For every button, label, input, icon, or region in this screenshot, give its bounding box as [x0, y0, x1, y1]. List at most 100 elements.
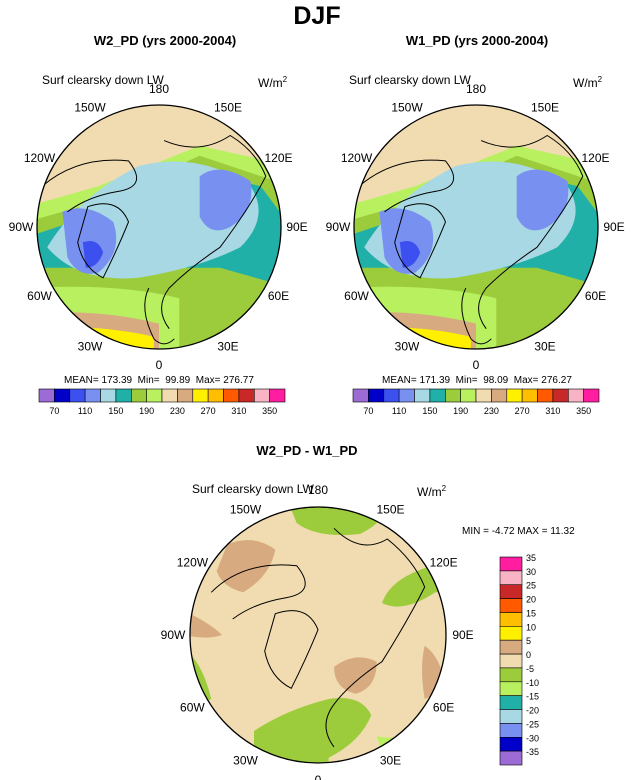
- lon-label-90E: 90E: [603, 220, 624, 234]
- colorbar-tick-label: 15: [526, 609, 536, 619]
- diff-green-top: [286, 507, 385, 536]
- lon-label-60W: 60W: [27, 289, 52, 303]
- diff-tan-farwest: [190, 613, 222, 638]
- colorbar-box: [352, 388, 369, 403]
- colorbar-box: [583, 388, 600, 403]
- lon-label-90W: 90W: [9, 220, 34, 234]
- colorbar-box: [499, 736, 523, 752]
- colorbar-box: [69, 388, 86, 403]
- main-title: DJF: [293, 2, 341, 30]
- lon-label-30E: 30E: [534, 340, 555, 354]
- colorbar-box: [499, 653, 523, 669]
- panel2-map: 180 150E 120E 90E 60E 30E 0 30W 60W 90W 120W 150W 70…: [326, 82, 625, 416]
- lon-label-150W: 150W: [74, 101, 106, 115]
- lon-label-180: 180: [308, 483, 328, 497]
- colorbar-tick-label: 230: [484, 406, 499, 416]
- colorbar-box: [269, 388, 286, 403]
- lon-label-60E: 60E: [433, 701, 454, 715]
- lon-label-90W: 90W: [161, 628, 186, 642]
- lon-label-30W: 30W: [395, 340, 420, 354]
- colorbar-tick-label: 150: [108, 406, 123, 416]
- lon-label-0: 0: [156, 358, 163, 372]
- diff-tan-west: [216, 540, 276, 593]
- lon-label-120W: 120W: [341, 151, 373, 165]
- panel1-map: 180 150E 120E 90E 60E 30E 0 30W 60W 90W 120W 150W 70…: [9, 82, 308, 416]
- coastline-eurasia: [325, 527, 426, 748]
- colorbar-box: [499, 598, 523, 613]
- colorbar-box: [568, 388, 585, 403]
- panel3-stats: MIN = -4.72 MAX = 11.32: [462, 526, 575, 537]
- panel3-units: W/m2: [417, 484, 447, 499]
- colorbar-tick-label: -20: [526, 706, 539, 716]
- panel3-variable: Surf clearsky down LW: [192, 482, 314, 496]
- lon-label-30W: 30W: [233, 754, 258, 768]
- coastline-scandinavia: [461, 287, 492, 345]
- colorbar-tick-label: 5: [526, 636, 531, 646]
- colorbar-tick-label: 25: [526, 581, 536, 591]
- colorbar-tick-label: 110: [78, 406, 92, 416]
- colorbar-box: [192, 388, 209, 403]
- colorbar-box: [177, 388, 194, 403]
- coastline-canada: [210, 564, 306, 620]
- colorbar-tick-label: 0: [526, 650, 531, 660]
- panel3-map: 180 150E 120E 90E 60E 30E 0 30W 60W 90W 120W 150W -3…: [161, 483, 539, 780]
- colorbar-box: [499, 626, 523, 641]
- colorbar-box: [207, 388, 224, 403]
- colorbar-box: [398, 388, 415, 403]
- coastline-greenland: [394, 203, 447, 279]
- colorbar-box: [84, 388, 101, 403]
- lon-label-60W: 60W: [180, 701, 205, 715]
- lon-label-120W: 120W: [24, 151, 56, 165]
- colorbar-tick-label: -25: [526, 719, 539, 729]
- lon-label-150E: 150E: [376, 502, 404, 516]
- region-darkblue-greenland: [399, 241, 421, 268]
- colorbar-tick-label: 270: [201, 406, 216, 416]
- lon-label-60W: 60W: [344, 289, 369, 303]
- colorbar-box: [161, 388, 178, 403]
- lon-label-90E: 90E: [286, 220, 307, 234]
- lon-label-150W: 150W: [391, 101, 423, 115]
- colorbar-box: [506, 388, 523, 403]
- coastline-greenland: [77, 203, 130, 279]
- panel2-title: W1_PD (yrs 2000-2004): [405, 33, 549, 48]
- lon-label-0: 0: [315, 773, 322, 780]
- colorbar-box: [223, 388, 240, 403]
- colorbar-box: [499, 612, 523, 627]
- colorbar-tick-label: 310: [545, 406, 560, 416]
- colorbar-tick-label: -30: [526, 733, 539, 743]
- lon-label-150E: 150E: [214, 101, 242, 115]
- panel1-stats: MEAN= 173.39 Min= 99.89 Max= 276.77: [64, 375, 254, 386]
- colorbar-tick-label: 35: [526, 553, 536, 563]
- colorbar-box: [54, 388, 71, 403]
- colorbar-tick-label: 10: [526, 622, 536, 632]
- colorbar-box: [499, 639, 523, 655]
- lon-label-120E: 120E: [430, 556, 458, 570]
- colorbar-tick-label: 270: [515, 406, 530, 416]
- diff-field: [190, 507, 446, 763]
- panel2-units: W/m2: [573, 75, 603, 90]
- colorbar-tick-label: 70: [363, 406, 373, 416]
- colorbar-box: [100, 388, 117, 403]
- colorbar-box: [146, 388, 163, 403]
- panel1-variable: Surf clearsky down LW: [42, 73, 164, 87]
- colorbar-tick-label: 190: [453, 406, 468, 416]
- panel2-variable: Surf clearsky down LW: [349, 73, 471, 87]
- lon-label-120W: 120W: [177, 556, 209, 570]
- colorbar-box: [414, 388, 431, 403]
- panel1-title: W2_PD (yrs 2000-2004): [93, 33, 237, 48]
- colorbar-box: [115, 388, 132, 403]
- colorbar-tick-label: 230: [170, 406, 185, 416]
- colorbar-tick-label: -35: [526, 747, 539, 757]
- lon-label-120E: 120E: [581, 151, 609, 165]
- colorbar-box: [537, 388, 554, 403]
- diff-tan-center: [334, 657, 377, 694]
- colorbar-box: [499, 584, 523, 599]
- region-blue-siberia: [199, 169, 252, 231]
- coastline-scandinavia: [144, 287, 175, 345]
- coastline-eurasia: [478, 134, 584, 329]
- colorbar-tick-label: -10: [526, 678, 539, 688]
- colorbar-box: [131, 388, 148, 403]
- colorbar-tick-label: 190: [139, 406, 154, 416]
- colorbar-box: [238, 388, 255, 403]
- colorbar-box: [499, 570, 523, 586]
